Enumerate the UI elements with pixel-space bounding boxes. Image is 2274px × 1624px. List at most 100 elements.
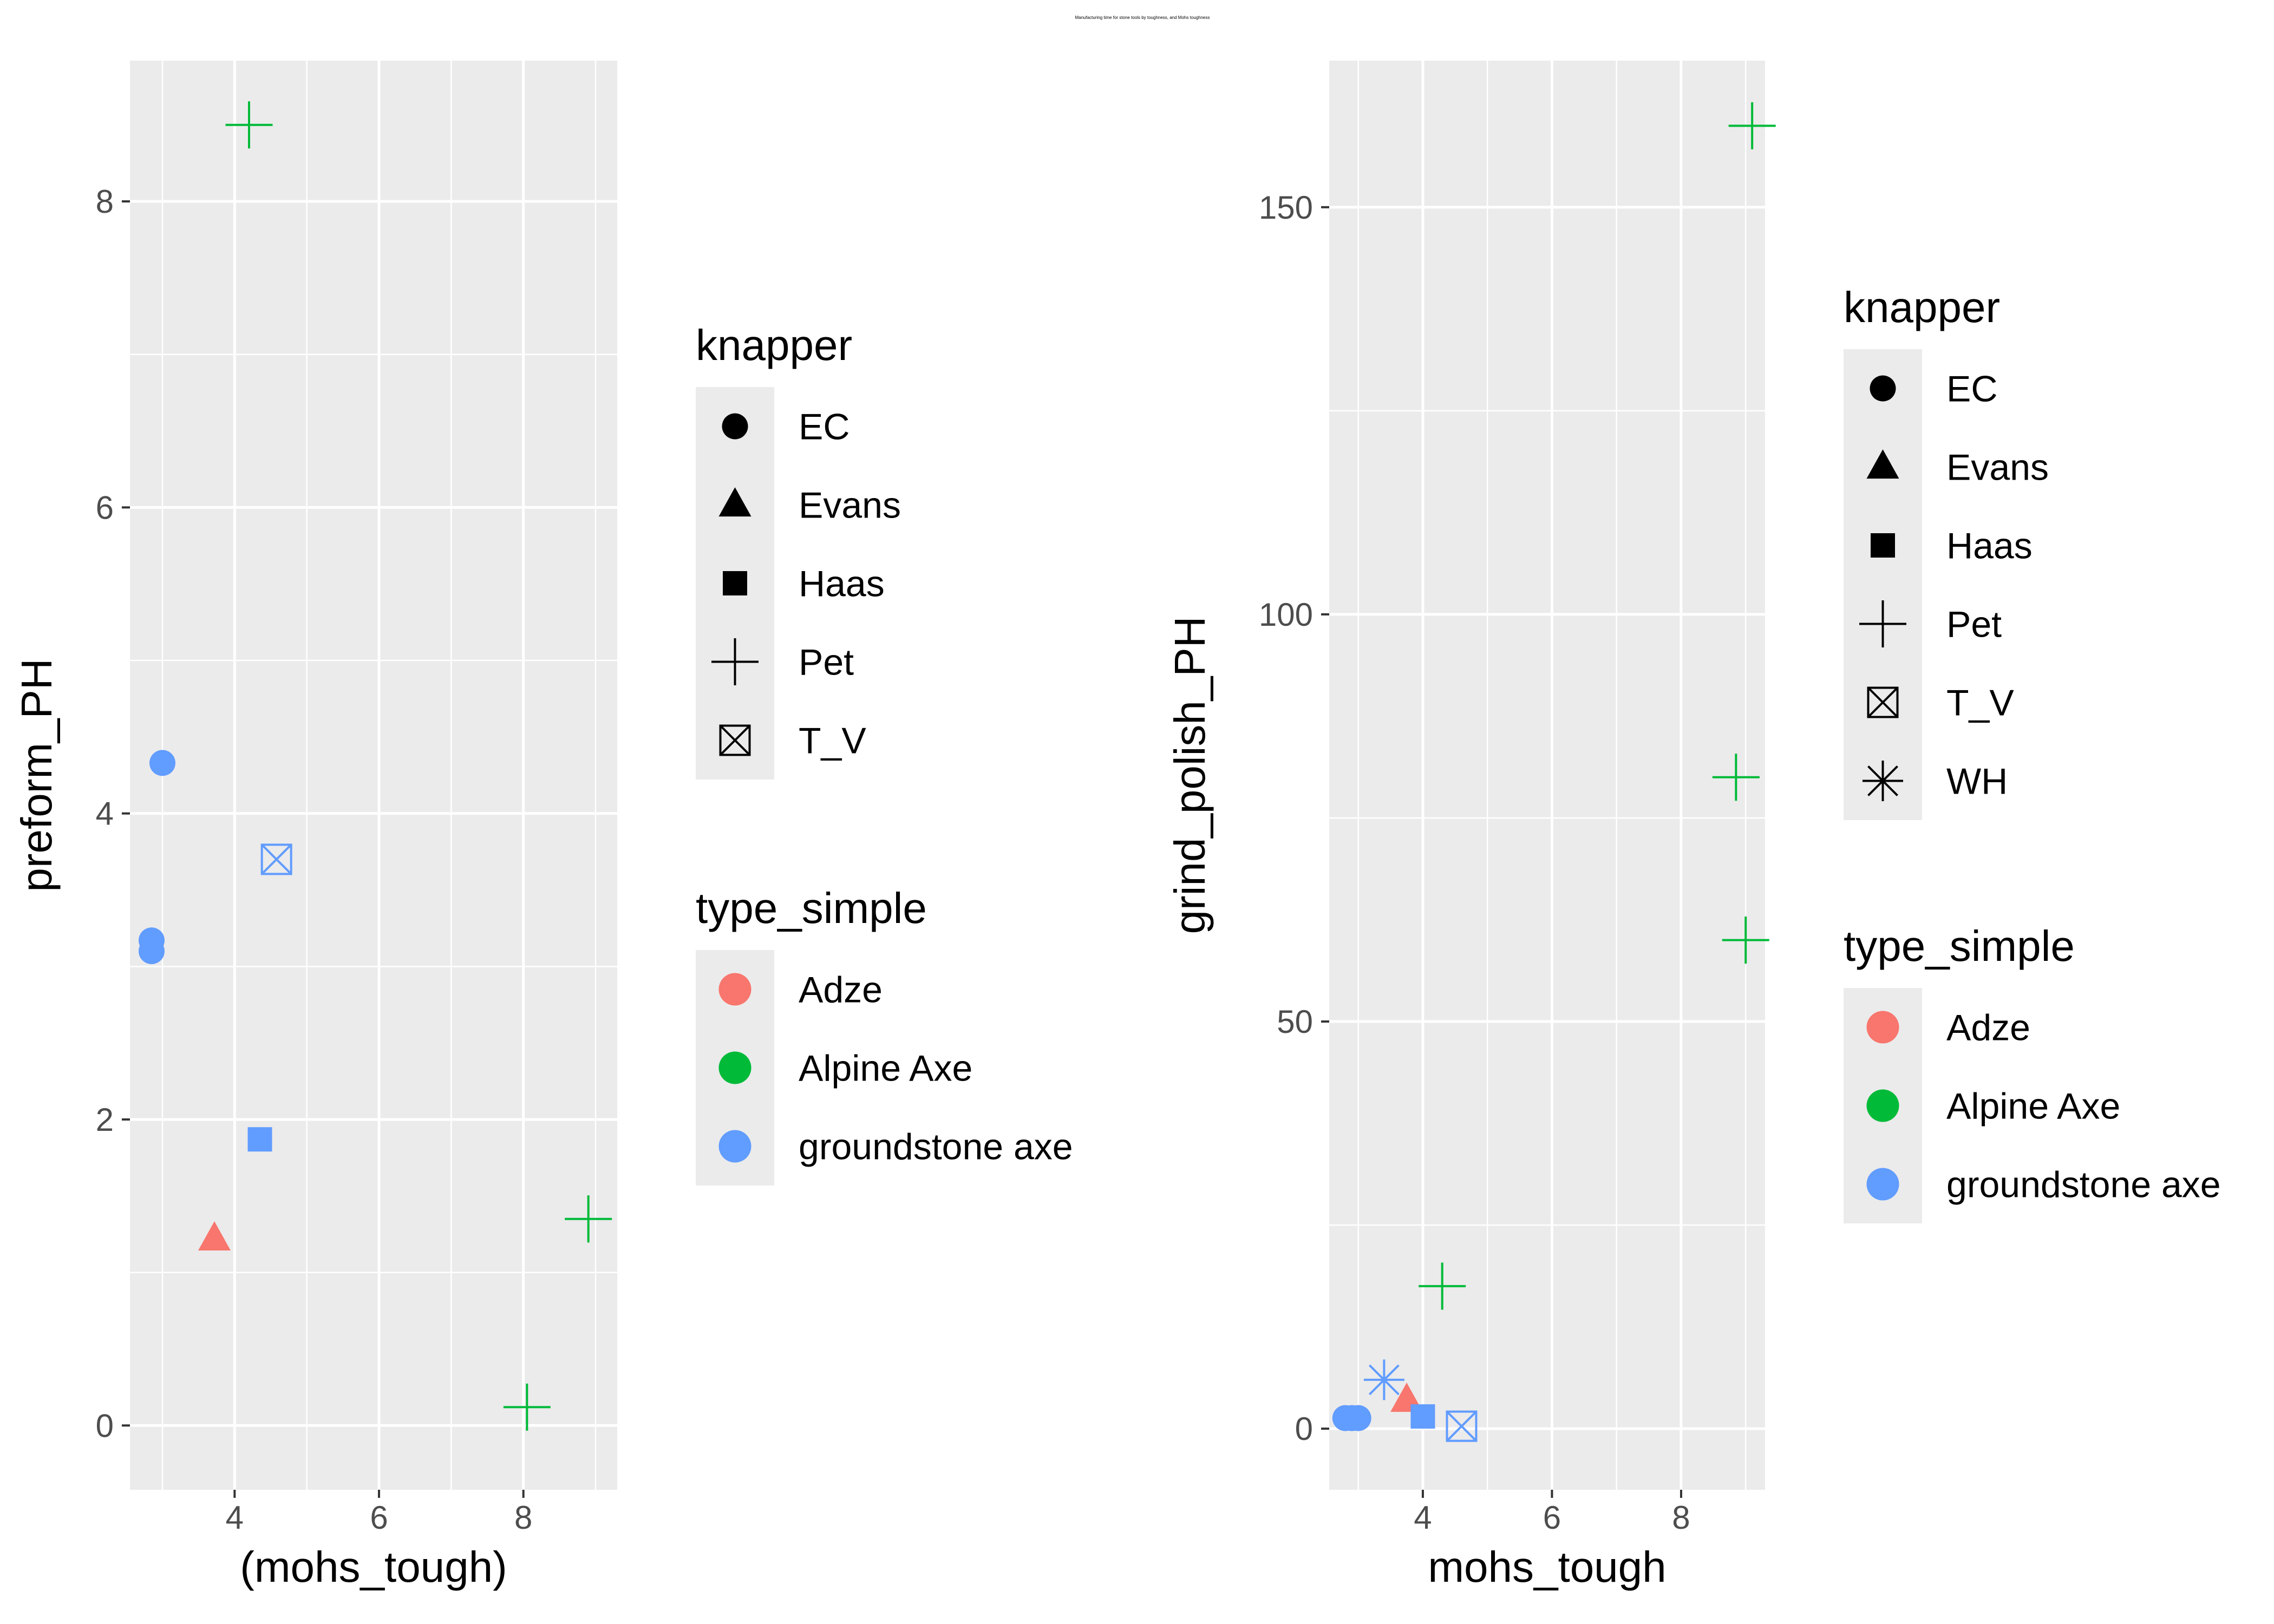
- boxed-x-frame: [1446, 1410, 1478, 1442]
- legend-key-haas: [1871, 533, 1895, 558]
- x-tick-label: 8: [1672, 1499, 1690, 1536]
- square-marker: [1871, 533, 1895, 558]
- plus-marker: [1728, 102, 1776, 149]
- data-point: [503, 1383, 551, 1431]
- data-point: [1446, 1410, 1478, 1442]
- y-tick-label: 6: [96, 489, 114, 526]
- legend-label: Evans: [799, 485, 901, 526]
- data-point: [1722, 916, 1769, 964]
- y-tick-label: 100: [1259, 597, 1313, 633]
- boxed-x-frame: [719, 724, 751, 756]
- legend-key-color-swatch: [1866, 1168, 1899, 1201]
- circle-marker: [1345, 1405, 1371, 1431]
- knapper-legend: knapper EC Evans Haas Pet T_V: [696, 321, 901, 780]
- legend-label: Adze: [1946, 1007, 2030, 1049]
- plot-panel-background: [1329, 61, 1765, 1490]
- legend-label: groundstone axe: [1946, 1164, 2221, 1206]
- legend-key-haas: [723, 571, 747, 595]
- axes: 4 6 8 0 50 100 150: [1259, 189, 1690, 1536]
- square-marker: [247, 1127, 272, 1152]
- data-point: [260, 843, 292, 875]
- asterisk-marker: [1863, 761, 1903, 801]
- data-point: [247, 1127, 272, 1152]
- plot-panel-background: [130, 61, 617, 1490]
- legend-title: knapper: [1844, 283, 2000, 331]
- legend-label: EC: [1946, 369, 1997, 410]
- data-point: [139, 938, 165, 965]
- legend-label: groundstone axe: [799, 1127, 1073, 1168]
- x-axis-title: (mohs_tough): [240, 1543, 507, 1591]
- boxed-x-cross: [1446, 1411, 1477, 1442]
- legend-key-color-swatch: [718, 973, 752, 1006]
- circle-marker: [139, 938, 165, 965]
- square-marker: [1410, 1404, 1435, 1429]
- legend-key-t-v: [719, 724, 751, 756]
- figure-super-title: Manufacturing time for stone tools by to…: [1075, 15, 1210, 20]
- data-point: [1410, 1404, 1435, 1429]
- plus-marker: [1419, 1262, 1466, 1310]
- legend-key-evans: [1866, 449, 1899, 479]
- y-tick-label: 8: [96, 184, 114, 220]
- data-point: [225, 101, 273, 149]
- legend-key-pet: [1859, 600, 1906, 647]
- boxed-x-cross: [261, 844, 292, 875]
- plus-marker: [1722, 916, 1769, 964]
- plus-marker: [565, 1195, 612, 1243]
- y-tick-label: 0: [96, 1407, 114, 1444]
- legend-key-t-v: [1867, 686, 1899, 718]
- legend-label: Adze: [799, 970, 883, 1011]
- legend-key-ec: [1870, 375, 1896, 402]
- legend-title: type_simple: [1844, 922, 2075, 970]
- y-tick-label: 150: [1259, 189, 1313, 226]
- x-tick-label: 4: [1414, 1499, 1432, 1536]
- boxed-x-frame: [1867, 686, 1899, 718]
- data-point: [1345, 1405, 1371, 1431]
- data-point: [1419, 1262, 1466, 1310]
- plus-marker: [225, 101, 273, 149]
- x-axis-title: mohs_tough: [1428, 1543, 1666, 1591]
- legend-title: knapper: [696, 321, 852, 369]
- legend-key-wh: [1863, 761, 1903, 801]
- legend-key-evans: [718, 487, 752, 517]
- legend-title: type_simple: [696, 884, 927, 932]
- data-point: [1363, 1359, 1404, 1400]
- legend-key-color-swatch: [718, 1051, 752, 1084]
- legend-key-background: [1844, 349, 1922, 820]
- axes: 4 6 8 0 2 4 6 8: [96, 184, 533, 1536]
- y-tick-label: 0: [1295, 1411, 1313, 1447]
- boxed-x-cross: [1867, 687, 1898, 718]
- plus-marker: [1712, 754, 1760, 801]
- legend-label: T_V: [1946, 683, 2014, 724]
- x-tick-label: 6: [1543, 1499, 1561, 1536]
- data-point: [1728, 102, 1776, 149]
- legend-label: Pet: [1946, 604, 2002, 645]
- data-point: [149, 750, 175, 776]
- minor-gridlines: [130, 61, 617, 1490]
- legend-label: EC: [799, 407, 850, 448]
- data-points: [1332, 102, 1776, 1442]
- x-tick-label: 4: [226, 1499, 244, 1536]
- type-simple-legend: type_simple Adze Alpine Axe groundstone axe: [1844, 922, 2221, 1223]
- legend-key-color-swatch: [1866, 1089, 1899, 1122]
- legend-key-color-swatch: [718, 1130, 752, 1163]
- knapper-legend: knapper EC Evans Haas Pet T_V WH: [1844, 283, 2049, 820]
- legend-label: Evans: [1946, 447, 2049, 488]
- x-tick-label: 8: [514, 1499, 532, 1536]
- square-marker: [723, 571, 747, 595]
- grind-polish-scatter-panel: 4 6 8 0 50 100 150 mohs_tough grind_polish_PH kna…: [1166, 61, 2221, 1591]
- y-axis-title: grind_polish_PH: [1166, 616, 1214, 934]
- y-axis-title: preform_PH: [12, 658, 61, 892]
- legend-label: Alpine Axe: [1946, 1086, 2120, 1127]
- plus-marker: [1859, 600, 1906, 647]
- major-gridlines: [1329, 61, 1765, 1490]
- y-tick-label: 2: [96, 1102, 114, 1138]
- plus-marker: [711, 638, 759, 685]
- legend-label: Pet: [799, 642, 854, 683]
- asterisk-marker: [1363, 1359, 1404, 1400]
- boxed-x-frame: [260, 843, 292, 875]
- circle-marker: [149, 750, 175, 776]
- legend-label: Alpine Axe: [799, 1048, 972, 1089]
- x-tick-label: 6: [370, 1499, 388, 1536]
- data-points: [139, 101, 612, 1431]
